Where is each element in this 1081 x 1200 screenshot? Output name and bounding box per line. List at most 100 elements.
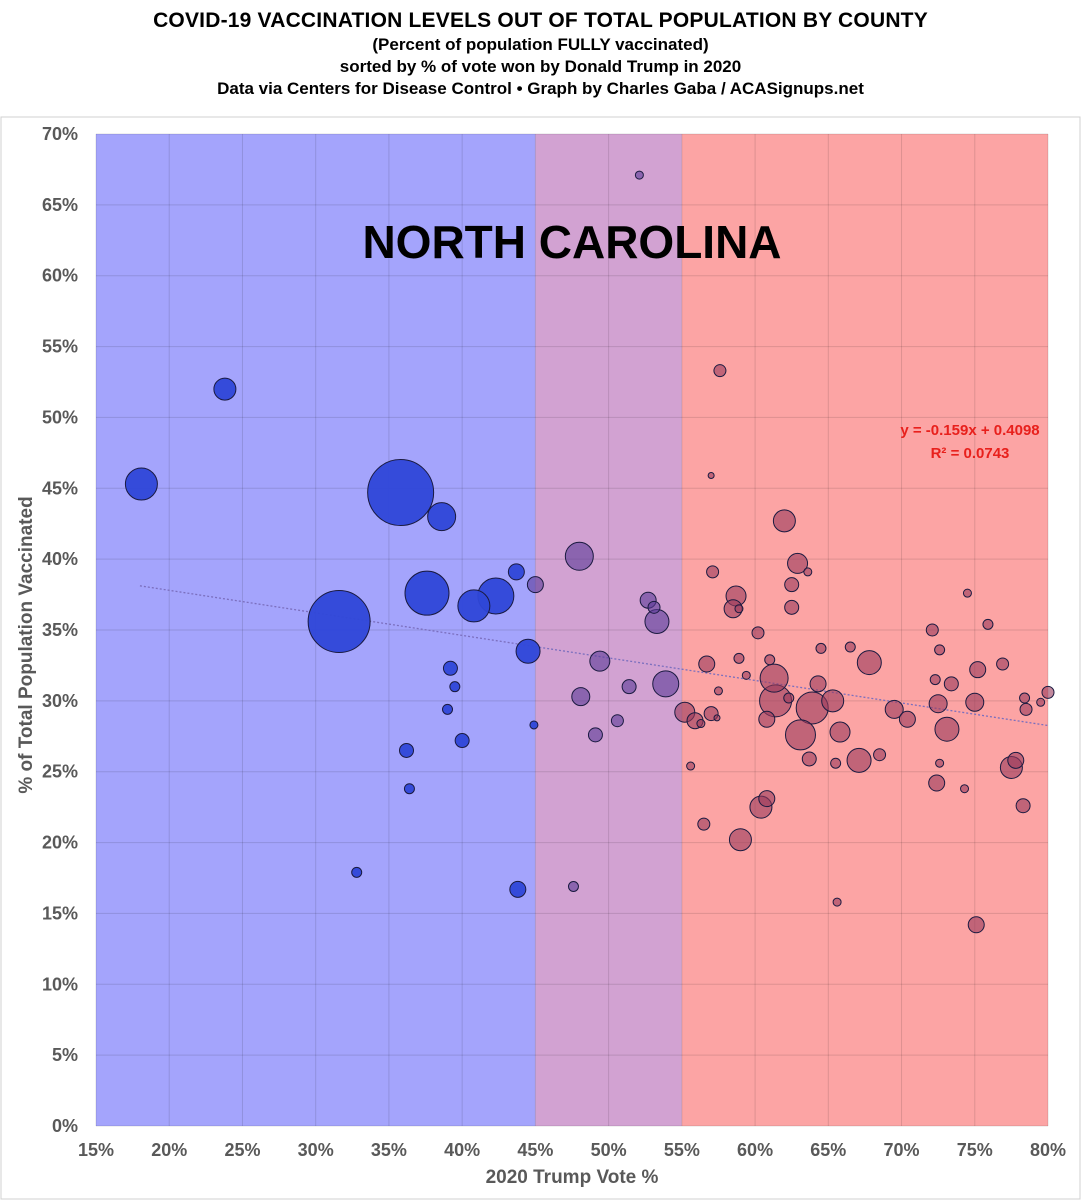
data-point bbox=[934, 644, 946, 656]
data-point bbox=[1019, 692, 1031, 704]
chart-subtitle-3: Data via Centers for Disease Control • G… bbox=[217, 79, 864, 98]
data-point bbox=[307, 589, 371, 653]
data-point bbox=[821, 689, 845, 713]
data-point bbox=[698, 655, 716, 673]
data-point bbox=[696, 719, 706, 729]
y-tick-label: 10% bbox=[42, 974, 78, 994]
data-point bbox=[713, 714, 721, 722]
data-point bbox=[567, 881, 579, 893]
data-point bbox=[772, 509, 796, 533]
data-point bbox=[1036, 697, 1046, 707]
data-point bbox=[969, 661, 987, 679]
data-point bbox=[587, 727, 603, 743]
y-axis-ticks: 0% 5% 10% 15% 20% 25% 30% 35% 40% 45% 50% 55% 60% 65%… bbox=[42, 124, 78, 1136]
data-point bbox=[832, 897, 842, 907]
x-tick-label: 65% bbox=[810, 1140, 846, 1160]
x-tick-label: 70% bbox=[884, 1140, 920, 1160]
data-point bbox=[398, 742, 414, 758]
data-point bbox=[846, 747, 872, 773]
x-tick-label: 15% bbox=[78, 1140, 114, 1160]
data-point bbox=[809, 675, 827, 693]
data-point bbox=[589, 650, 611, 672]
data-point bbox=[728, 828, 752, 852]
data-point bbox=[1041, 685, 1055, 699]
data-point bbox=[404, 570, 450, 616]
data-point bbox=[734, 604, 744, 614]
x-tick-label: 20% bbox=[151, 1140, 187, 1160]
data-point bbox=[449, 681, 461, 693]
data-point bbox=[713, 686, 723, 696]
data-point bbox=[844, 641, 856, 653]
data-point bbox=[758, 710, 776, 728]
y-tick-label: 20% bbox=[42, 833, 78, 853]
data-point bbox=[764, 654, 776, 666]
data-point bbox=[815, 642, 827, 654]
x-tick-label: 60% bbox=[737, 1140, 773, 1160]
data-point bbox=[759, 663, 789, 693]
data-point bbox=[830, 757, 842, 769]
data-point bbox=[996, 657, 1010, 671]
y-tick-label: 15% bbox=[42, 903, 78, 923]
data-point bbox=[967, 916, 985, 934]
data-point bbox=[571, 687, 591, 707]
chart-subtitle-2: sorted by % of vote won by Donald Trump … bbox=[339, 57, 742, 76]
data-point bbox=[124, 467, 158, 501]
band-republican bbox=[681, 134, 1048, 1126]
y-axis-label: % of Total Population Vaccinated bbox=[16, 496, 37, 793]
data-point bbox=[457, 589, 491, 623]
chart-header: COVID-19 VACCINATION LEVELS OUT OF TOTAL… bbox=[0, 8, 1081, 100]
data-point bbox=[962, 588, 972, 598]
chart-frame bbox=[0, 116, 1081, 1200]
data-point bbox=[713, 364, 727, 378]
x-axis-ticks: 15% 20% 25% 30% 35% 40% 45% 50% 55% 60% 65% 70% 75% 8… bbox=[78, 1140, 1066, 1160]
data-point bbox=[929, 674, 941, 686]
data-point bbox=[928, 774, 946, 792]
data-point bbox=[741, 670, 751, 680]
data-point bbox=[610, 714, 624, 728]
y-tick-label: 70% bbox=[42, 124, 78, 144]
data-point bbox=[564, 541, 594, 571]
data-point bbox=[784, 577, 800, 593]
y-tick-label: 30% bbox=[42, 691, 78, 711]
x-tick-label: 30% bbox=[298, 1140, 334, 1160]
data-point bbox=[1019, 702, 1033, 716]
data-point bbox=[803, 567, 813, 577]
data-point bbox=[829, 721, 851, 743]
data-point bbox=[758, 790, 776, 808]
x-tick-label: 40% bbox=[444, 1140, 480, 1160]
data-point bbox=[403, 783, 415, 795]
data-point bbox=[621, 679, 637, 695]
x-tick-label: 75% bbox=[957, 1140, 993, 1160]
data-point bbox=[884, 699, 904, 719]
x-axis-label: 2020 Trump Vote % bbox=[486, 1167, 659, 1188]
data-point bbox=[367, 459, 435, 527]
data-point bbox=[925, 623, 939, 637]
data-point bbox=[783, 692, 795, 704]
data-point bbox=[507, 563, 525, 581]
y-tick-label: 50% bbox=[42, 407, 78, 427]
x-tick-label: 50% bbox=[591, 1140, 627, 1160]
y-tick-label: 0% bbox=[52, 1116, 78, 1136]
data-point bbox=[442, 660, 458, 676]
data-point bbox=[351, 866, 363, 878]
data-point bbox=[898, 710, 916, 728]
data-point bbox=[686, 761, 696, 771]
data-point bbox=[935, 758, 945, 768]
data-point bbox=[982, 618, 994, 630]
data-point bbox=[784, 599, 800, 615]
y-tick-label: 65% bbox=[42, 195, 78, 215]
data-point bbox=[784, 719, 816, 751]
data-point bbox=[928, 694, 948, 714]
data-point bbox=[801, 751, 817, 767]
x-tick-label: 55% bbox=[664, 1140, 700, 1160]
gridlines bbox=[95, 133, 1049, 1127]
y-tick-label: 40% bbox=[42, 549, 78, 569]
data-point bbox=[787, 552, 809, 574]
data-point bbox=[960, 784, 970, 794]
data-point bbox=[873, 748, 887, 762]
data-point bbox=[427, 502, 457, 532]
data-point bbox=[634, 170, 644, 180]
data-point bbox=[1007, 751, 1025, 769]
y-tick-label: 5% bbox=[52, 1045, 78, 1065]
